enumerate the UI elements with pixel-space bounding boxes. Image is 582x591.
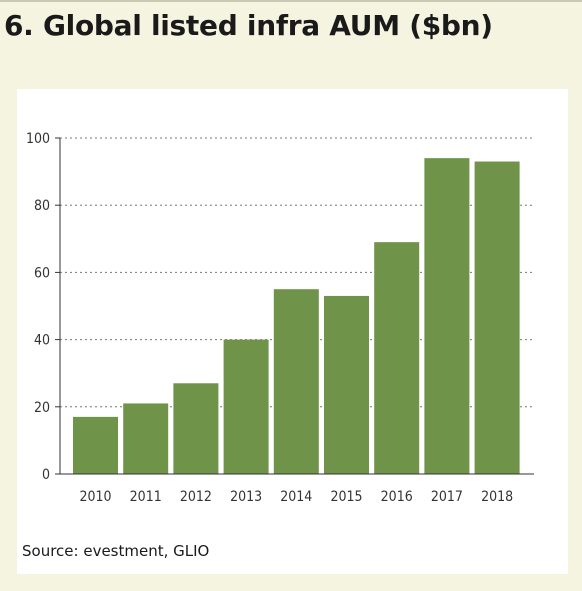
y-tick-label-80: 80: [34, 198, 50, 214]
y-tick-label-20: 20: [34, 400, 50, 416]
source-note: Source: evestment, GLIO: [22, 542, 210, 560]
x-tick-label-2018: 2018: [481, 489, 513, 505]
x-tick-label-2011: 2011: [130, 489, 162, 505]
bar-2017: [424, 158, 470, 474]
x-tick-labels: 2010 2011 2012 2013 2014 2015 2016 2017 2018: [79, 489, 513, 505]
bar-2013: [223, 339, 269, 474]
chart-title: 6. Global listed infra AUM ($bn): [4, 9, 493, 42]
x-tick-label-2017: 2017: [431, 489, 463, 505]
axes: [55, 137, 534, 475]
x-tick-label-2014: 2014: [280, 489, 312, 505]
bar-2015: [324, 295, 369, 474]
bar-2018: [474, 161, 520, 474]
y-tick-label-60: 60: [34, 265, 50, 281]
y-tick-label-100: 100: [26, 131, 50, 147]
top-rule: [0, 0, 582, 2]
x-tick-label-2015: 2015: [330, 489, 362, 505]
bar-2014: [273, 289, 319, 474]
bar-2012: [173, 383, 219, 474]
x-tick-label-2012: 2012: [180, 489, 212, 505]
y-tick-label-40: 40: [34, 333, 50, 349]
bars: [73, 158, 520, 474]
y-tick-labels: 0 20 40 60 80 100: [26, 131, 50, 483]
x-tick-label-2016: 2016: [381, 489, 413, 505]
x-tick-label-2013: 2013: [230, 489, 262, 505]
bar-2010: [73, 416, 118, 474]
x-tick-label-2010: 2010: [79, 489, 111, 505]
bar-2016: [374, 242, 420, 474]
y-tick-label-0: 0: [42, 467, 50, 483]
bar-2011: [123, 403, 169, 474]
